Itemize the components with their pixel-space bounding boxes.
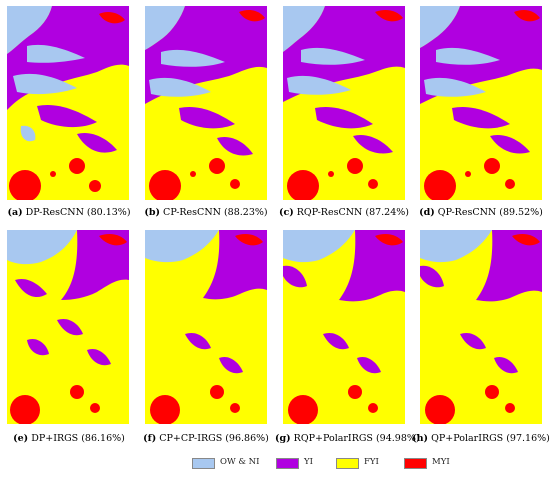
legend-label-ow-ni: OW & NI — [220, 457, 260, 467]
caption-f: (f) CP+CP-IRGS (96.86%) — [143, 433, 269, 444]
legend-label-yi: YI — [304, 457, 313, 467]
caption-e: (e) DP+IRGS (86.16%) — [13, 433, 125, 444]
legend-swatch-ow-ni — [192, 458, 215, 469]
map-panel-a — [7, 6, 129, 200]
legend-swatch-yi — [276, 458, 299, 469]
caption-a: (a) DP-ResCNN (80.13%) — [7, 207, 131, 218]
legend-swatch-fyi — [336, 458, 359, 469]
map-panel-b — [145, 6, 267, 200]
map-panel-e — [7, 230, 129, 424]
caption-h: (h) QP+PolarIRGS (97.16%) — [412, 433, 550, 444]
caption-d: (d) QP-ResCNN (89.52%) — [419, 207, 543, 218]
map-panel-c — [283, 6, 405, 200]
legend: OW & NI YI FYI MYI — [0, 456, 550, 472]
caption-c: (c) RQP-ResCNN (87.24%) — [278, 207, 410, 218]
caption-g: (g) RQP+PolarIRGS (94.98%) — [275, 433, 420, 444]
map-panel-f — [145, 230, 267, 424]
legend-label-myi: MYI — [432, 457, 450, 467]
map-panel-h — [420, 230, 542, 424]
map-panel-d — [420, 6, 542, 200]
legend-label-fyi: FYI — [364, 457, 379, 467]
caption-b: (b) CP-ResCNN (88.23%) — [144, 207, 268, 218]
legend-swatch-myi — [404, 458, 427, 469]
map-panel-g — [283, 230, 405, 424]
